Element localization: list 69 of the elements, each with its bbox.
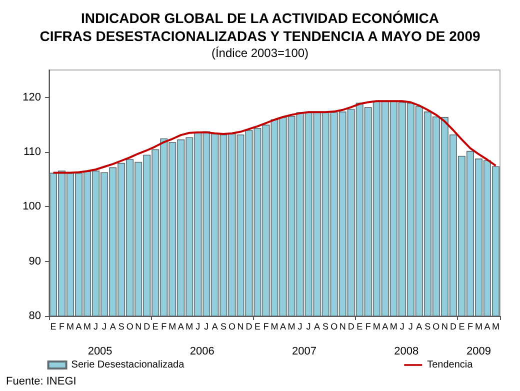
line-series	[52, 100, 497, 174]
chart-subtitle: (Índice 2003=100)	[211, 46, 309, 60]
x-tick-label: M	[186, 322, 194, 332]
text: 2006	[190, 346, 214, 358]
text: 2009	[466, 346, 491, 358]
x-tick-label: D	[348, 322, 355, 332]
x-tick-label: S	[424, 322, 431, 332]
x-tick-label: O	[432, 322, 440, 332]
x-tick-label: N	[237, 322, 244, 332]
x-tick-label: E	[356, 322, 363, 332]
x-tick-label: O	[228, 322, 236, 332]
text: 2008	[394, 346, 419, 358]
x-tick-label: D	[246, 322, 253, 332]
x-tick-label: E	[152, 322, 158, 332]
x-tick-label: M	[168, 322, 176, 332]
x-tick-label: J	[298, 322, 302, 332]
x-tick-label: A	[382, 322, 388, 332]
source-note: Fuente: INEGI	[6, 376, 76, 388]
x-tick-label: O	[330, 322, 338, 332]
x-tick-label: D	[450, 322, 457, 332]
x-tick-label: E	[254, 322, 260, 332]
x-tick-label: N	[441, 322, 448, 332]
x-tick-label: M	[492, 322, 500, 332]
x-tick-label: J	[204, 322, 209, 332]
x-tick-label: A	[76, 322, 82, 332]
text: 2005	[88, 346, 112, 358]
x-tick-label: A	[280, 322, 286, 332]
x-tick-label: F	[59, 322, 66, 332]
x-tick-label: M	[474, 322, 482, 332]
y-tick-label: 90	[28, 255, 41, 268]
y-tick-label: 80	[28, 310, 41, 322]
x-tick-label: M	[372, 322, 380, 332]
x-tick-label: M	[270, 322, 278, 332]
x-tick-label: M	[390, 322, 398, 332]
x-tick-label: F	[467, 322, 474, 332]
x-tick-label: F	[161, 322, 168, 332]
x-tick-label: N	[135, 322, 142, 332]
x-tick-label: J	[196, 322, 200, 332]
x-tick-label: A	[314, 322, 320, 332]
x-tick-label: A	[484, 322, 490, 332]
x-tick-label: A	[416, 322, 422, 332]
legend-label: Serie Desestacionalizada	[71, 360, 185, 370]
x-tick-label: N	[339, 322, 346, 332]
legend-label: Tendencia	[427, 360, 474, 370]
x-tick-label: A	[178, 322, 184, 332]
x-tick-label: J	[306, 322, 311, 332]
text: 2007	[292, 346, 317, 358]
x-tick-label: S	[322, 322, 329, 332]
x-tick-label: J	[408, 322, 413, 332]
x-tick-label: J	[102, 322, 107, 332]
x-tick-label: D	[144, 322, 151, 332]
x-tick-label: J	[400, 322, 404, 332]
x-tick-label: S	[220, 322, 226, 332]
x-tick-label: E	[50, 322, 56, 332]
x-tick-label: F	[263, 322, 270, 332]
x-tick-label: O	[126, 322, 134, 332]
x-tick-label: E	[458, 322, 465, 332]
y-tick-label: 100	[22, 200, 41, 213]
y-tick-label: 110	[23, 146, 41, 158]
x-tick-label: A	[212, 322, 218, 332]
x-tick-label: M	[288, 322, 296, 332]
x-tick-label: S	[118, 322, 124, 332]
x-tick-label: A	[110, 322, 116, 332]
chart-title: INDICADOR GLOBAL DE LA ACTIVIDAD ECONÓMICA CIFRAS DESESTACIONALIZADAS Y TENDENCIA A MAYO DE 2009	[40, 10, 480, 44]
x-tick-label: M	[84, 322, 92, 332]
x-tick-label: F	[365, 322, 372, 332]
x-tick-label: M	[66, 322, 74, 332]
y-tick-label: 120	[22, 91, 41, 104]
x-tick-label: J	[94, 322, 98, 332]
